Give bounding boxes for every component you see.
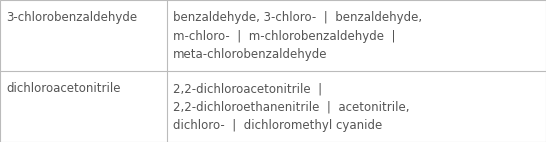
Text: benzaldehyde, 3-chloro-  |  benzaldehyde,
m-chloro-  |  m-chlorobenzaldehyde  |
: benzaldehyde, 3-chloro- | benzaldehyde, … bbox=[173, 11, 422, 61]
Text: 2,2-dichloroacetonitrile  |
2,2-dichloroethanenitrile  |  acetonitrile,
dichloro: 2,2-dichloroacetonitrile | 2,2-dichloroe… bbox=[173, 82, 410, 132]
Text: 3-chlorobenzaldehyde: 3-chlorobenzaldehyde bbox=[7, 11, 138, 24]
Text: dichloroacetonitrile: dichloroacetonitrile bbox=[7, 82, 121, 95]
